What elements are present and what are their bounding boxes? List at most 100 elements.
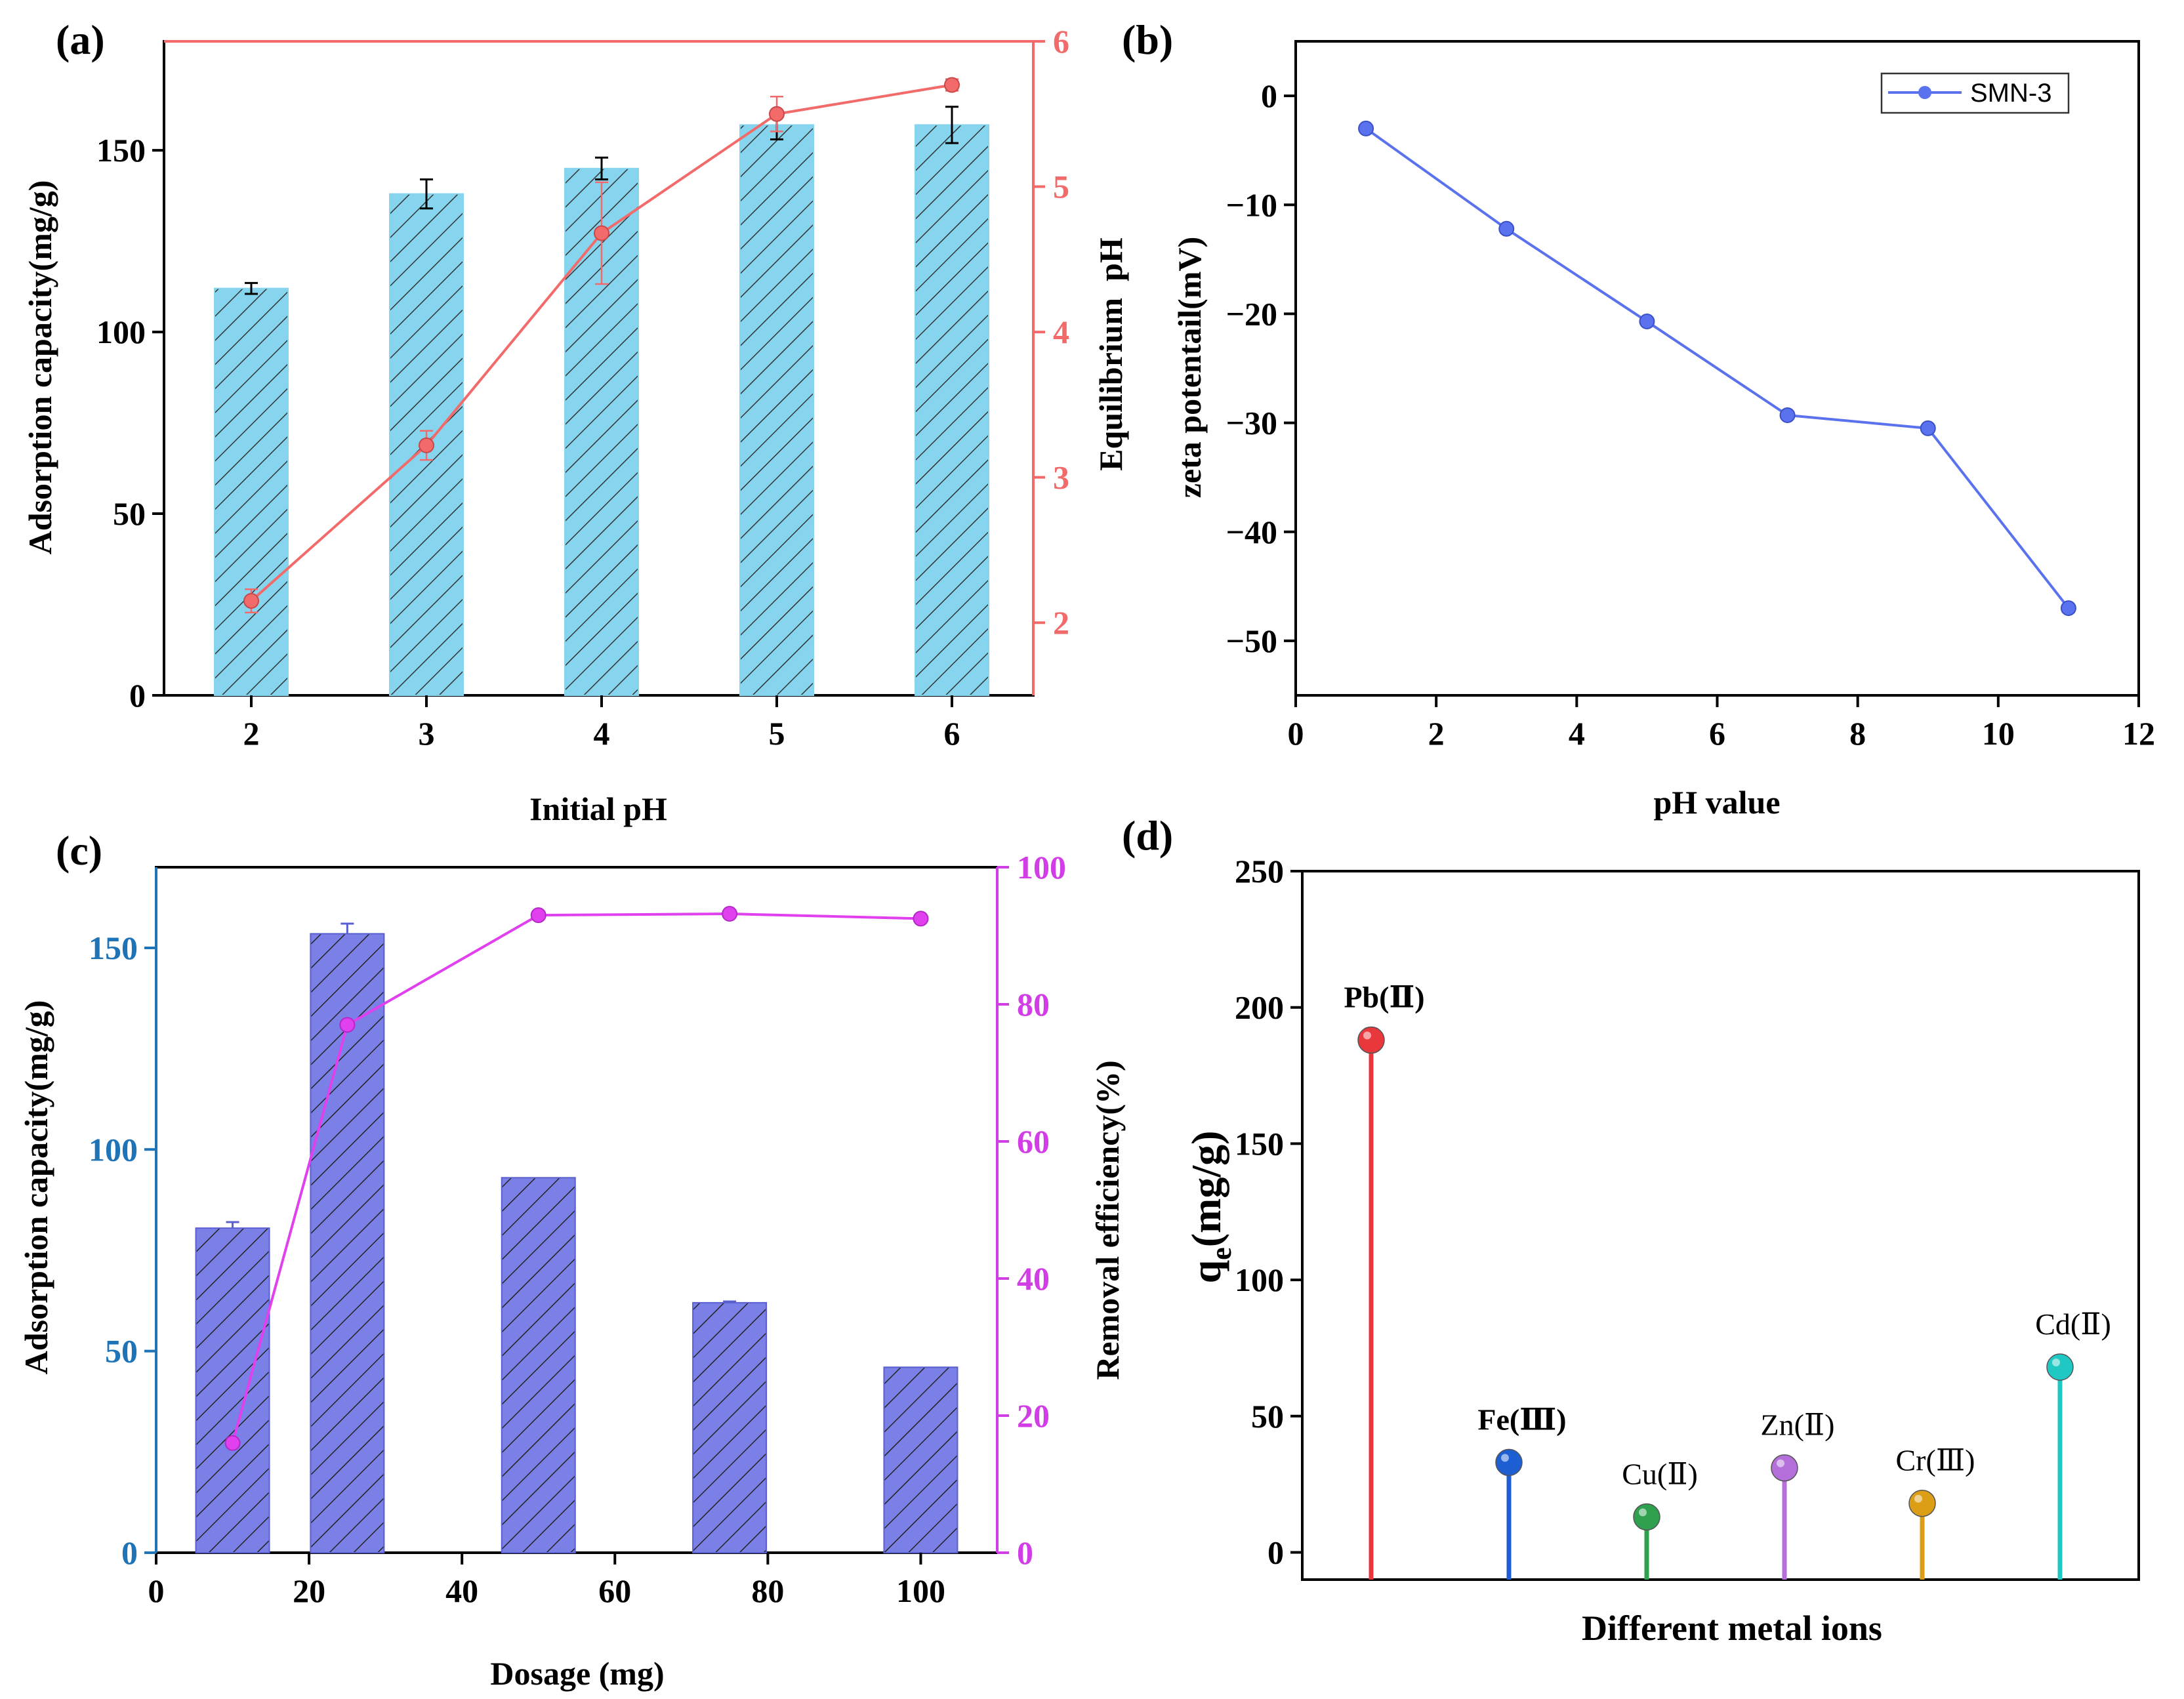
panel-b-y-tick-label: −50 (1226, 623, 1278, 659)
panel-c-x-tick-label: 80 (751, 1572, 784, 1609)
panel-d-stem-highlight (1914, 1494, 1922, 1503)
panel-b: (b) 0 2 4 6 8 10 12 0 −10 −20 −30 −40 −50 SMN-3 pH … (1122, 16, 2155, 821)
panel-d-y-tick-label: 100 (1235, 1261, 1284, 1298)
panel-a-y2-tick-label: 5 (1053, 169, 1069, 205)
panel-d-stem-highlight (1777, 1459, 1784, 1467)
panel-d-ion-label: Fe(Ⅲ) (1477, 1402, 1566, 1436)
panel-c-y-tick-label: 100 (89, 1131, 138, 1168)
panel-b-y-tick-label: −20 (1226, 295, 1278, 332)
panel-d-ion-label: Cd(Ⅱ) (2035, 1307, 2111, 1341)
panel-a-x-tick-label: 5 (769, 715, 785, 752)
panel-c-label: (c) (56, 827, 102, 874)
panel-c-y2-tick-label: 80 (1017, 986, 1050, 1023)
panel-c-x-tick-label: 40 (445, 1572, 478, 1609)
panel-b-point (1498, 220, 1515, 237)
panel-c-bar (195, 1227, 270, 1553)
panel-a-point (594, 225, 609, 241)
panel-b-series-line (1365, 127, 2070, 609)
panel-b-point (1358, 120, 1374, 136)
panel-b-label: (b) (1122, 16, 1173, 63)
panel-c-bar (501, 1177, 576, 1553)
panel-a-x-tick-label: 3 (419, 715, 435, 752)
panel-c-y-axis-title: Adsorption capacity(mg/g) (18, 1000, 54, 1375)
panel-a-bar (214, 287, 289, 696)
panel-c-point (224, 1435, 241, 1451)
panel-d-plot-frame (1301, 870, 2140, 1581)
panel-a-y2-tick-label: 4 (1053, 314, 1069, 350)
panel-d-ion-label: Cu(Ⅱ) (1622, 1457, 1698, 1490)
panel-a-bar (739, 124, 814, 696)
panel-c-point (530, 907, 546, 924)
panel-b-y-tick-label: −30 (1226, 405, 1278, 441)
panel-a-y-tick-label: 50 (113, 495, 146, 532)
panel-d-stem-head (1771, 1454, 1798, 1482)
panel-b-y-axis-title: zeta potentail(mV) (1171, 237, 1208, 499)
panel-d-y-axis-title: qe(mg/g) (1183, 1131, 1237, 1284)
panel-b-x-tick-label: 6 (1709, 715, 1725, 752)
panel-c-point (339, 1017, 356, 1033)
panel-c-y2-tick-label: 100 (1017, 849, 1066, 886)
panel-b-y-tick-label: −10 (1226, 186, 1278, 223)
panel-d-stem-head (1495, 1448, 1523, 1477)
panel-a-x-tick-label: 6 (944, 715, 960, 752)
panel-b-x-tick-label: 4 (1569, 715, 1585, 752)
panel-c-point (913, 911, 929, 927)
panel-d-ion-label: Pb(Ⅱ) (1344, 981, 1424, 1014)
panel-c-bar (883, 1366, 958, 1554)
panel-c-x-axis-title: Dosage (mg) (490, 1655, 664, 1692)
panel-b-point (1639, 314, 1655, 330)
panel-b-point (2060, 600, 2076, 617)
panel-c-bar (692, 1301, 768, 1553)
panel-d-stem-highlight (1639, 1508, 1647, 1517)
panel-b-x-tick-label: 0 (1288, 715, 1304, 752)
panel-c-y2-tick-label: 60 (1017, 1123, 1050, 1160)
panel-d-stem-highlight (2052, 1359, 2060, 1366)
panel-a-x-tick-label: 4 (594, 715, 610, 752)
panel-b-x-tick-label: 8 (1849, 715, 1866, 752)
panel-c-y2-tick-label: 40 (1017, 1260, 1050, 1297)
panel-c-x-tick-label: 0 (148, 1572, 165, 1609)
panel-b-x-tick-label: 12 (2122, 715, 2155, 752)
panel-a-point (769, 106, 785, 122)
panel-c-y2-tick-label: 0 (1017, 1534, 1033, 1571)
panel-d-label: (d) (1122, 812, 1173, 859)
panel-a-bar (915, 124, 989, 696)
panel-c-bar (310, 933, 385, 1554)
panel-b-legend-marker (1918, 86, 1931, 99)
panel-d-y-tick-label: 50 (1251, 1398, 1284, 1435)
panel-c-x-tick-label: 20 (293, 1572, 325, 1609)
panel-a-point (419, 437, 434, 453)
panel-a-y2-tick-label: 2 (1053, 604, 1069, 641)
panel-a-x-tick-label: 2 (243, 715, 260, 752)
panel-c-y2-tick-label: 20 (1017, 1397, 1050, 1434)
panel-b-x-tick-label: 2 (1428, 715, 1445, 752)
panel-d-ion-label: Zn(Ⅱ) (1760, 1408, 1834, 1442)
panel-a-y2-tick-label: 6 (1053, 23, 1069, 60)
panel-a-y-tick-label: 150 (96, 132, 146, 169)
panel-d: (d) 0 50 100 150 200 250 Pb(Ⅱ) Fe(Ⅲ) Cu(Ⅱ) Zn(Ⅱ)… (1122, 812, 2140, 1648)
panel-a-x-axis-title: Initial pH (529, 790, 667, 827)
panel-b-x-tick-label: 10 (1982, 715, 2015, 752)
panel-d-y-tick-label: 200 (1235, 989, 1284, 1026)
panel-a-label: (a) (56, 16, 105, 63)
panel-c-plot-frame (155, 866, 999, 1554)
panel-b-y-tick-label: 0 (1261, 77, 1277, 114)
panel-d-stem-head (2046, 1353, 2074, 1381)
panel-a-y2-tick-label: 3 (1053, 459, 1069, 496)
panel-a-y-axis-title: Adsorption capacity(mg/g) (22, 180, 58, 555)
panel-d-stem-highlight (1363, 1031, 1371, 1040)
panel-d-stem-head (1633, 1503, 1660, 1531)
panel-b-y-tick-label: −40 (1226, 514, 1278, 550)
panel-b-legend: SMN-3 (1880, 72, 2070, 114)
panel-a: (a) 2 3 4 5 6 0 50 100 150 2 3 4 5 6 Initial pH Ads… (22, 16, 1129, 827)
panel-d-y-axis-title-q: q (1183, 1260, 1229, 1284)
panel-a-y-tick-label: 0 (129, 677, 146, 714)
panel-a-y-tick-label: 100 (96, 314, 146, 350)
panel-a-point (944, 77, 960, 93)
panel-d-y-axis-title-sub: e (1205, 1247, 1237, 1260)
panel-d-y-axis-title-unit: (mg/g) (1183, 1131, 1229, 1248)
panel-d-stem-highlight (1501, 1454, 1509, 1462)
panel-c-y2-axis-title: Removal efficiency(%) (1089, 1060, 1126, 1380)
panel-c-y-tick-label: 150 (89, 930, 138, 966)
